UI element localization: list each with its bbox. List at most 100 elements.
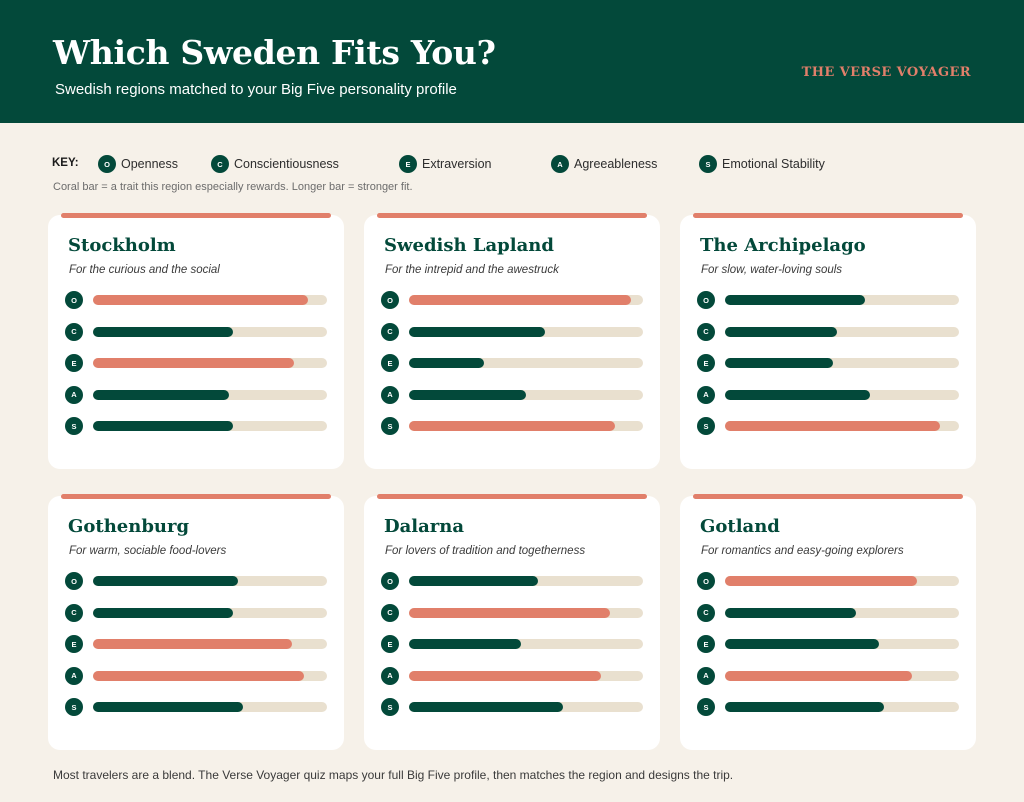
trait-bar-fill [93, 670, 304, 681]
region-name: Gothenburg [68, 516, 190, 537]
trait-row: C [697, 322, 959, 341]
trait-bar-fill [409, 295, 632, 305]
trait-bar-fill [93, 358, 295, 368]
trait-row: A [65, 666, 327, 685]
key-text-emotional-stability: Emotional Stability [722, 157, 825, 171]
key-label: KEY: [52, 157, 79, 169]
trait-bar-fill [409, 421, 615, 431]
trait-badge: A [381, 385, 399, 404]
region-name: Dalarna [384, 516, 465, 537]
trait-bar-fill [725, 421, 941, 431]
key-note: Coral bar = a trait this region especial… [53, 181, 413, 193]
region-card: The Archipelago For slow, water-loving s… [680, 213, 976, 469]
trait-row: S [697, 417, 959, 435]
trait-bar-track [409, 702, 643, 712]
key-item-emotional-stability: S Emotional Stability [699, 155, 825, 173]
trait-bar-track [409, 326, 643, 337]
trait-bar-track [725, 702, 959, 712]
region-tagline: For slow, water-loving souls [701, 264, 843, 276]
trait-bar-fill [409, 358, 484, 368]
trait-bar-fill [93, 389, 229, 400]
key-text-conscientiousness: Conscientiousness [234, 157, 339, 171]
region-name: The Archipelago [700, 235, 866, 256]
trait-badge: O [697, 291, 715, 309]
card-accent-bar [377, 213, 647, 218]
trait-bar-track [409, 576, 643, 586]
trait-badge: C [381, 322, 399, 341]
region-tagline: For warm, sociable food-lovers [69, 545, 227, 557]
trait-bar-fill [409, 576, 538, 586]
footer-note: Most travelers are a blend. The Verse Vo… [53, 768, 734, 782]
trait-badge: A [65, 666, 83, 685]
trait-bar-track [93, 702, 327, 712]
trait-bar-track [93, 576, 327, 586]
trait-badge: O [65, 572, 83, 590]
trait-bar-track [93, 421, 327, 431]
trait-bar-track [725, 576, 959, 586]
trait-row: A [697, 385, 959, 404]
trait-bar-track [93, 326, 327, 337]
trait-bar-fill [725, 326, 838, 337]
trait-bar-track [93, 358, 327, 368]
card-accent-bar [693, 494, 963, 499]
header-banner: Which Sweden Fits You? Swedish regions m… [0, 0, 1024, 123]
trait-row: E [65, 635, 327, 653]
trait-row: C [381, 603, 643, 622]
trait-bar-fill [725, 639, 880, 649]
trait-row: O [381, 572, 643, 590]
trait-bar-track [93, 607, 327, 618]
trait-row: A [381, 666, 643, 685]
brand-name: THE VERSE VOYAGER [801, 65, 971, 80]
region-tagline: For the intrepid and the awestruck [385, 264, 559, 276]
trait-badge: S [381, 698, 399, 716]
trait-bar-fill [725, 702, 885, 712]
region-name: Swedish Lapland [384, 235, 554, 256]
region-tagline: For the curious and the social [69, 264, 220, 276]
trait-badge: S [381, 417, 399, 435]
trait-bar-track [725, 670, 959, 681]
trait-bar-fill [93, 639, 292, 649]
trait-badge: S [65, 698, 83, 716]
trait-badge: S [697, 698, 715, 716]
trait-row: E [697, 635, 959, 653]
trait-bar-track [725, 639, 959, 649]
key-text-extraversion: Extraversion [422, 157, 492, 171]
trait-bar-fill [725, 358, 833, 368]
trait-bar-fill [93, 295, 309, 305]
trait-badge: E [697, 635, 715, 653]
key-item-agreeableness: A Agreeableness [551, 155, 657, 173]
card-accent-bar [61, 494, 331, 499]
trait-row: E [65, 354, 327, 372]
region-card: Stockholm For the curious and the social… [48, 213, 344, 469]
trait-badge: A [381, 666, 399, 685]
region-card: Gotland For romantics and easy-going exp… [680, 494, 976, 750]
trait-badge: A [65, 385, 83, 404]
trait-bar-track [93, 295, 327, 305]
trait-bar-track [409, 607, 643, 618]
region-tagline: For lovers of tradition and togetherness [385, 545, 586, 557]
trait-badge: C [65, 322, 83, 341]
key-text-openness: Openness [121, 157, 178, 171]
trait-row: O [697, 572, 959, 590]
trait-bar-fill [409, 389, 526, 400]
card-accent-bar [377, 494, 647, 499]
emotional-stability-badge: S [699, 155, 717, 173]
trait-bar-fill [725, 670, 913, 681]
trait-bar-fill [409, 326, 545, 337]
trait-row: E [697, 354, 959, 372]
trait-bar-track [725, 607, 959, 618]
trait-bar-fill [725, 576, 917, 586]
trait-row: S [65, 698, 327, 716]
conscientiousness-badge: C [211, 155, 229, 173]
trait-bar-fill [409, 670, 601, 681]
trait-bar-track [93, 639, 327, 649]
trait-bar-track [93, 389, 327, 400]
trait-row: E [381, 354, 643, 372]
agreeableness-badge: A [551, 155, 569, 173]
trait-badge: E [381, 635, 399, 653]
trait-badge: O [381, 572, 399, 590]
trait-row: O [65, 291, 327, 309]
region-card: Dalarna For lovers of tradition and toge… [364, 494, 660, 750]
trait-badge: O [65, 291, 83, 309]
trait-badge: C [381, 603, 399, 622]
